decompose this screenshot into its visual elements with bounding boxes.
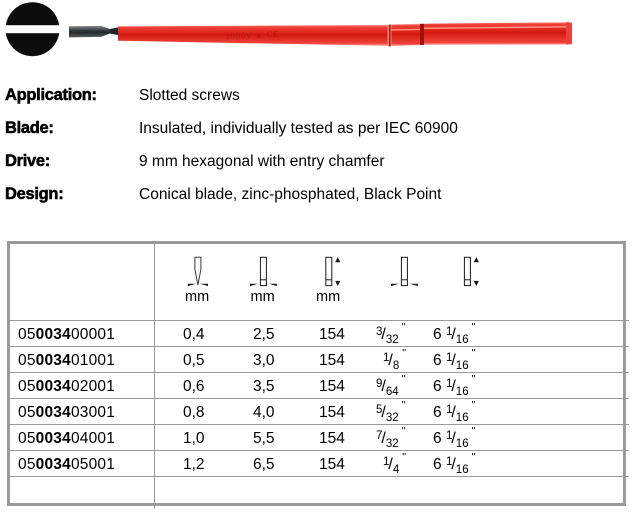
svg-text:1000V ▲ CE: 1000V ▲ CE [225,29,280,41]
